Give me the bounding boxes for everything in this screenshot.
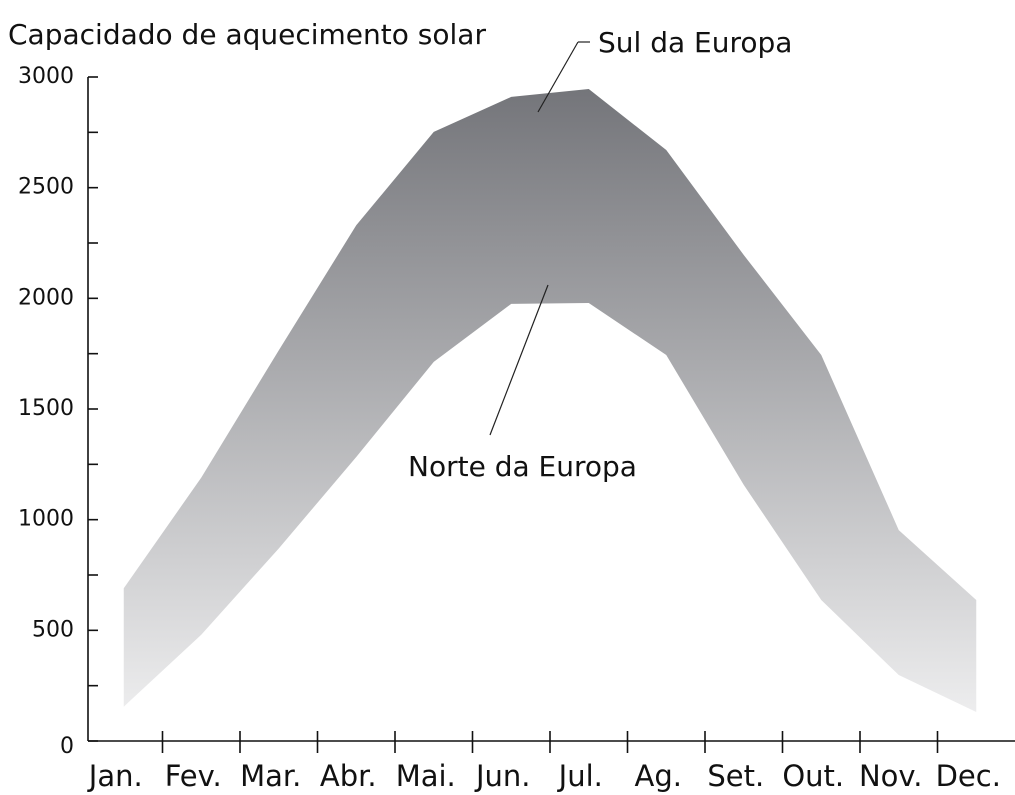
x-tick-label: Out.: [782, 759, 844, 793]
x-tick-label: Set.: [707, 759, 764, 793]
x-tick-label: Fev.: [165, 759, 222, 793]
x-tick-label: Nov.: [859, 759, 923, 793]
series-label: Sul da Europa: [598, 26, 792, 59]
x-tick-label: Mar.: [240, 759, 301, 793]
x-tick-label: Mai.: [396, 759, 456, 793]
leader-line: [489, 284, 549, 436]
x-tick-label: Ag.: [635, 759, 682, 793]
y-tick-label: 500: [32, 617, 74, 642]
band-area: [123, 88, 977, 713]
x-tick-label: Dec.: [936, 759, 1001, 793]
x-tick-label: Abr.: [320, 759, 377, 793]
y-tick-label: 0: [60, 734, 74, 759]
y-tick-label: 1500: [18, 396, 74, 421]
y-tick-label: 3000: [18, 64, 74, 89]
x-tick-label: Jun.: [474, 759, 531, 793]
y-tick-label: 2500: [18, 175, 74, 200]
series-label: Norte da Europa: [408, 450, 637, 483]
y-tick-label: 1000: [18, 507, 74, 532]
y-axis-label: Capacidado de aquecimento solar: [8, 18, 486, 51]
leader-line: [537, 41, 579, 113]
x-tick-label: Jul.: [557, 759, 603, 793]
y-tick-label: 2000: [18, 285, 74, 310]
x-tick-label: Jan.: [87, 759, 143, 793]
